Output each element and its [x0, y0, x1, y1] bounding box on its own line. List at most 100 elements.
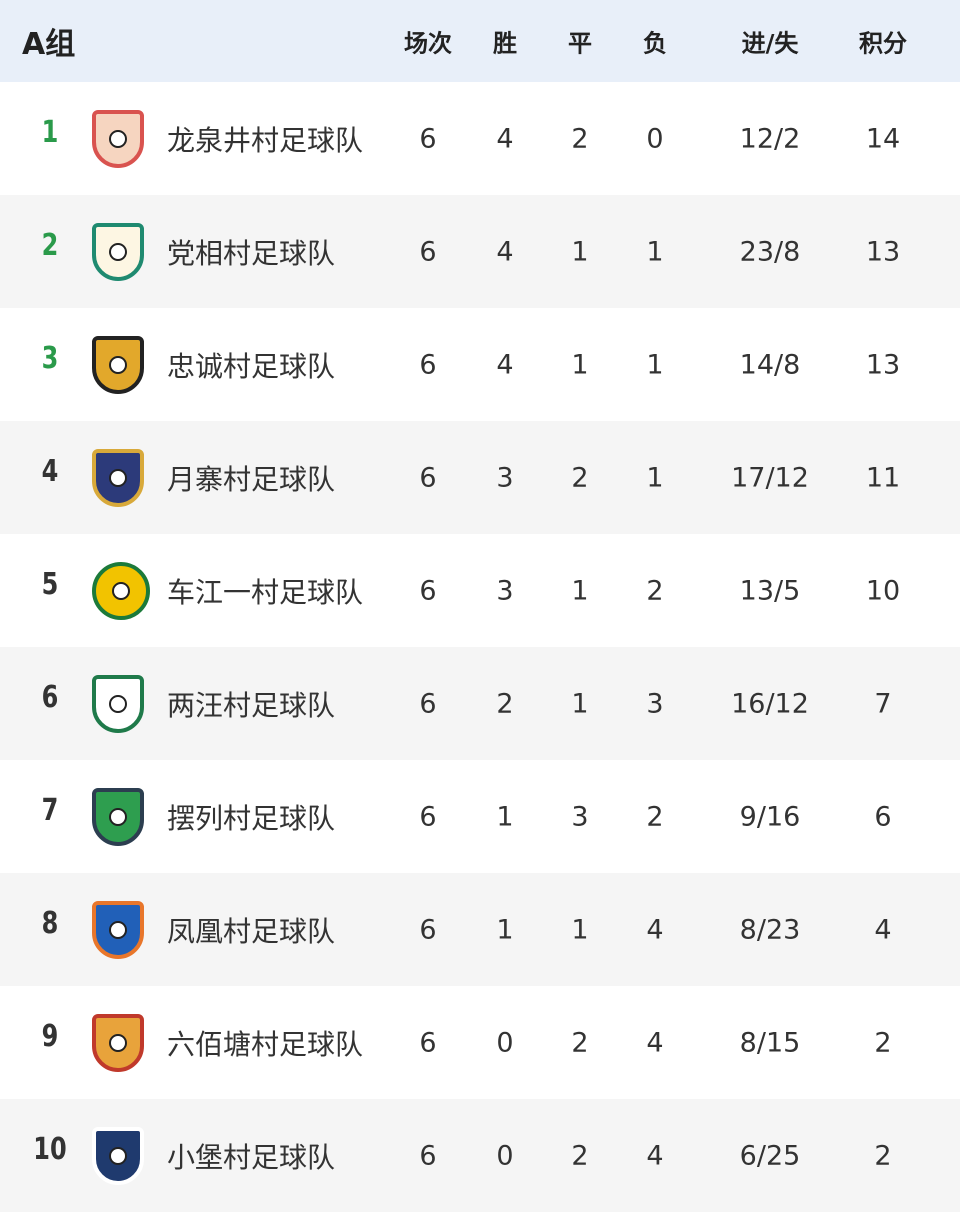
- team-logo-icon: [92, 222, 144, 281]
- team-logo-icon: [92, 900, 144, 959]
- goals-value: 17/12: [731, 462, 809, 493]
- win-value: 3: [496, 462, 514, 493]
- played-value: 6: [419, 462, 437, 493]
- win-value: 3: [496, 575, 514, 606]
- rank: 2: [41, 227, 59, 263]
- played-value: 6: [419, 801, 437, 832]
- team-logo-icon: [92, 561, 150, 620]
- points-value: 4: [874, 914, 892, 945]
- group-title: A组: [22, 27, 76, 62]
- standings-header: A组 场次 胜 平 负 进/失 积分: [0, 0, 960, 82]
- points-value: 13: [865, 236, 901, 267]
- team-name[interactable]: 龙泉井村足球队: [167, 123, 364, 157]
- rank: 1: [41, 114, 59, 150]
- table-row[interactable]: 6 两汪村足球队 6 2 1 3 16/12 7: [0, 647, 960, 760]
- played-value: 6: [419, 914, 437, 945]
- rank: 9: [41, 1018, 59, 1054]
- points-value: 2: [874, 1140, 892, 1171]
- rank: 4: [41, 453, 59, 489]
- loss-value: 1: [646, 349, 664, 380]
- points-value: 11: [865, 462, 901, 493]
- goals-value: 16/12: [731, 688, 809, 719]
- table-row[interactable]: 7 摆列村足球队 6 1 3 2 9/16 6: [0, 760, 960, 873]
- team-name[interactable]: 小堡村足球队: [167, 1140, 336, 1174]
- table-row[interactable]: 4 月寨村足球队 6 3 2 1 17/12 11: [0, 421, 960, 534]
- goals-value: 6/25: [739, 1140, 801, 1171]
- draw-value: 1: [571, 349, 589, 380]
- played-value: 6: [419, 575, 437, 606]
- team-logo-icon: [92, 674, 144, 733]
- col-goals: 进/失: [741, 29, 799, 58]
- team-logo-icon: [92, 1013, 144, 1072]
- draw-value: 2: [571, 462, 589, 493]
- col-draw: 平: [568, 29, 592, 58]
- team-name[interactable]: 忠诚村足球队: [167, 349, 336, 383]
- points-value: 13: [865, 349, 901, 380]
- goals-value: 13/5: [739, 575, 801, 606]
- loss-value: 2: [646, 801, 664, 832]
- team-name[interactable]: 车江一村足球队: [167, 575, 364, 609]
- team-name[interactable]: 党相村足球队: [167, 236, 336, 270]
- loss-value: 1: [646, 236, 664, 267]
- goals-value: 8/23: [739, 914, 801, 945]
- goals-value: 12/2: [739, 123, 801, 154]
- draw-value: 3: [571, 801, 589, 832]
- table-row[interactable]: 10 小堡村足球队 6 0 2 4 6/25 2: [0, 1099, 960, 1212]
- team-name[interactable]: 凤凰村足球队: [167, 914, 336, 948]
- goals-value: 23/8: [739, 236, 801, 267]
- team-name[interactable]: 摆列村足球队: [167, 801, 336, 835]
- loss-value: 2: [646, 575, 664, 606]
- team-name[interactable]: 月寨村足球队: [167, 462, 336, 496]
- win-value: 4: [496, 123, 514, 154]
- loss-value: 0: [646, 123, 664, 154]
- win-value: 4: [496, 236, 514, 267]
- table-row[interactable]: 3 忠诚村足球队 6 4 1 1 14/8 13: [0, 308, 960, 421]
- table-row[interactable]: 2 党相村足球队 6 4 1 1 23/8 13: [0, 195, 960, 308]
- table-row[interactable]: 1 龙泉井村足球队 6 4 2 0 12/2 14: [0, 82, 960, 195]
- points-value: 6: [874, 801, 892, 832]
- played-value: 6: [419, 1027, 437, 1058]
- table-row[interactable]: 8 凤凰村足球队 6 1 1 4 8/23 4: [0, 873, 960, 986]
- draw-value: 1: [571, 575, 589, 606]
- win-value: 1: [496, 914, 514, 945]
- rank: 10: [33, 1131, 67, 1167]
- rank: 7: [41, 792, 59, 828]
- col-win: 胜: [493, 29, 517, 58]
- loss-value: 1: [646, 462, 664, 493]
- win-value: 1: [496, 801, 514, 832]
- loss-value: 4: [646, 1027, 664, 1058]
- standings-table: 1 龙泉井村足球队 6 4 2 0 12/2 14 2 党相村足球队 6 4 1 1 23/8 13 3 忠诚村足…: [0, 82, 960, 1212]
- points-value: 10: [865, 575, 901, 606]
- draw-value: 1: [571, 914, 589, 945]
- goals-value: 9/16: [739, 801, 801, 832]
- rank: 3: [41, 340, 59, 376]
- team-logo-icon: [92, 448, 144, 507]
- team-name[interactable]: 六佰塘村足球队: [167, 1027, 364, 1061]
- draw-value: 2: [571, 1140, 589, 1171]
- draw-value: 2: [571, 123, 589, 154]
- points-value: 7: [874, 688, 892, 719]
- col-points: 积分: [859, 29, 907, 58]
- team-name[interactable]: 两汪村足球队: [167, 688, 336, 722]
- played-value: 6: [419, 1140, 437, 1171]
- rank: 6: [41, 679, 59, 715]
- played-value: 6: [419, 349, 437, 380]
- win-value: 2: [496, 688, 514, 719]
- played-value: 6: [419, 123, 437, 154]
- table-row[interactable]: 5 车江一村足球队 6 3 1 2 13/5 10: [0, 534, 960, 647]
- team-logo-icon: [92, 1126, 144, 1185]
- col-loss: 负: [643, 29, 667, 58]
- rank: 5: [41, 566, 59, 602]
- rank: 8: [41, 905, 59, 941]
- loss-value: 4: [646, 914, 664, 945]
- win-value: 0: [496, 1027, 514, 1058]
- goals-value: 8/15: [739, 1027, 801, 1058]
- col-played: 场次: [404, 29, 452, 58]
- table-row[interactable]: 9 六佰塘村足球队 6 0 2 4 8/15 2: [0, 986, 960, 1099]
- loss-value: 4: [646, 1140, 664, 1171]
- win-value: 4: [496, 349, 514, 380]
- played-value: 6: [419, 236, 437, 267]
- win-value: 0: [496, 1140, 514, 1171]
- team-logo-icon: [92, 109, 144, 168]
- points-value: 2: [874, 1027, 892, 1058]
